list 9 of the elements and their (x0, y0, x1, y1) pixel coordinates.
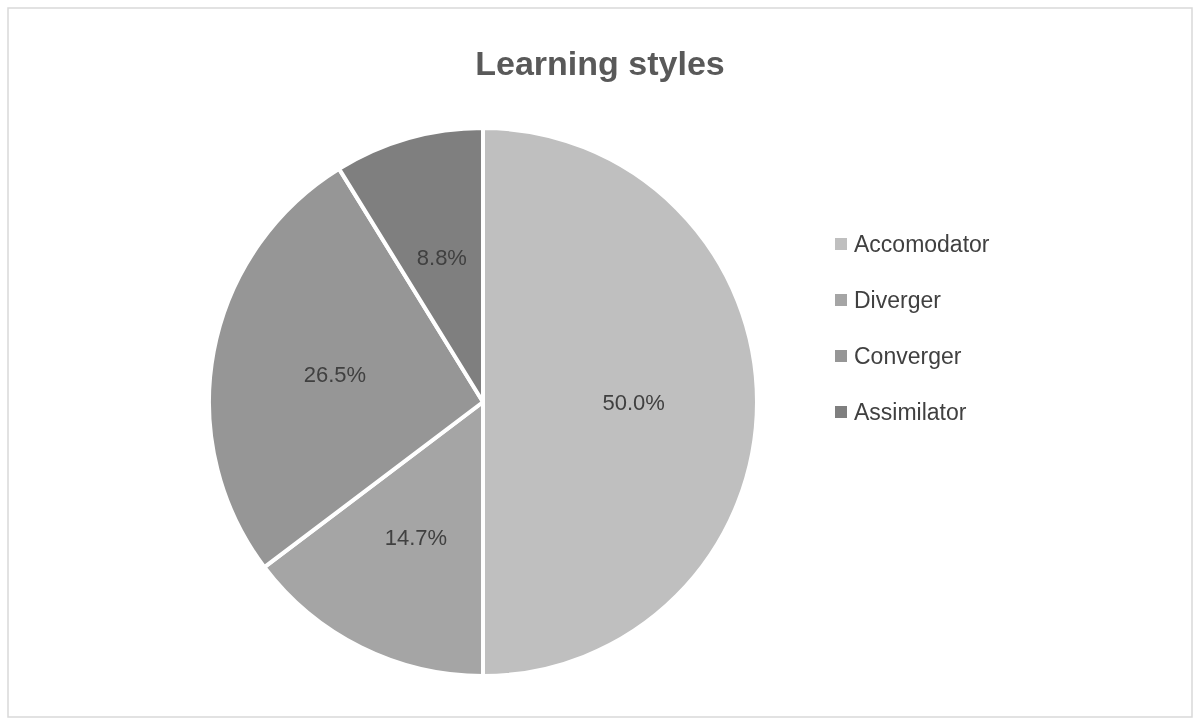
data-label: 50.0% (602, 389, 665, 415)
data-label: 14.7% (384, 524, 448, 550)
legend-label: Diverger (854, 287, 942, 314)
data-label: 26.5% (303, 361, 367, 387)
data-label: 8.8% (416, 244, 467, 270)
legend-label: Converger (854, 343, 962, 370)
legend-label: Assimilator (854, 399, 967, 426)
legend-label: Accomodator (854, 231, 990, 258)
chart-title: Learning styles (475, 44, 725, 82)
